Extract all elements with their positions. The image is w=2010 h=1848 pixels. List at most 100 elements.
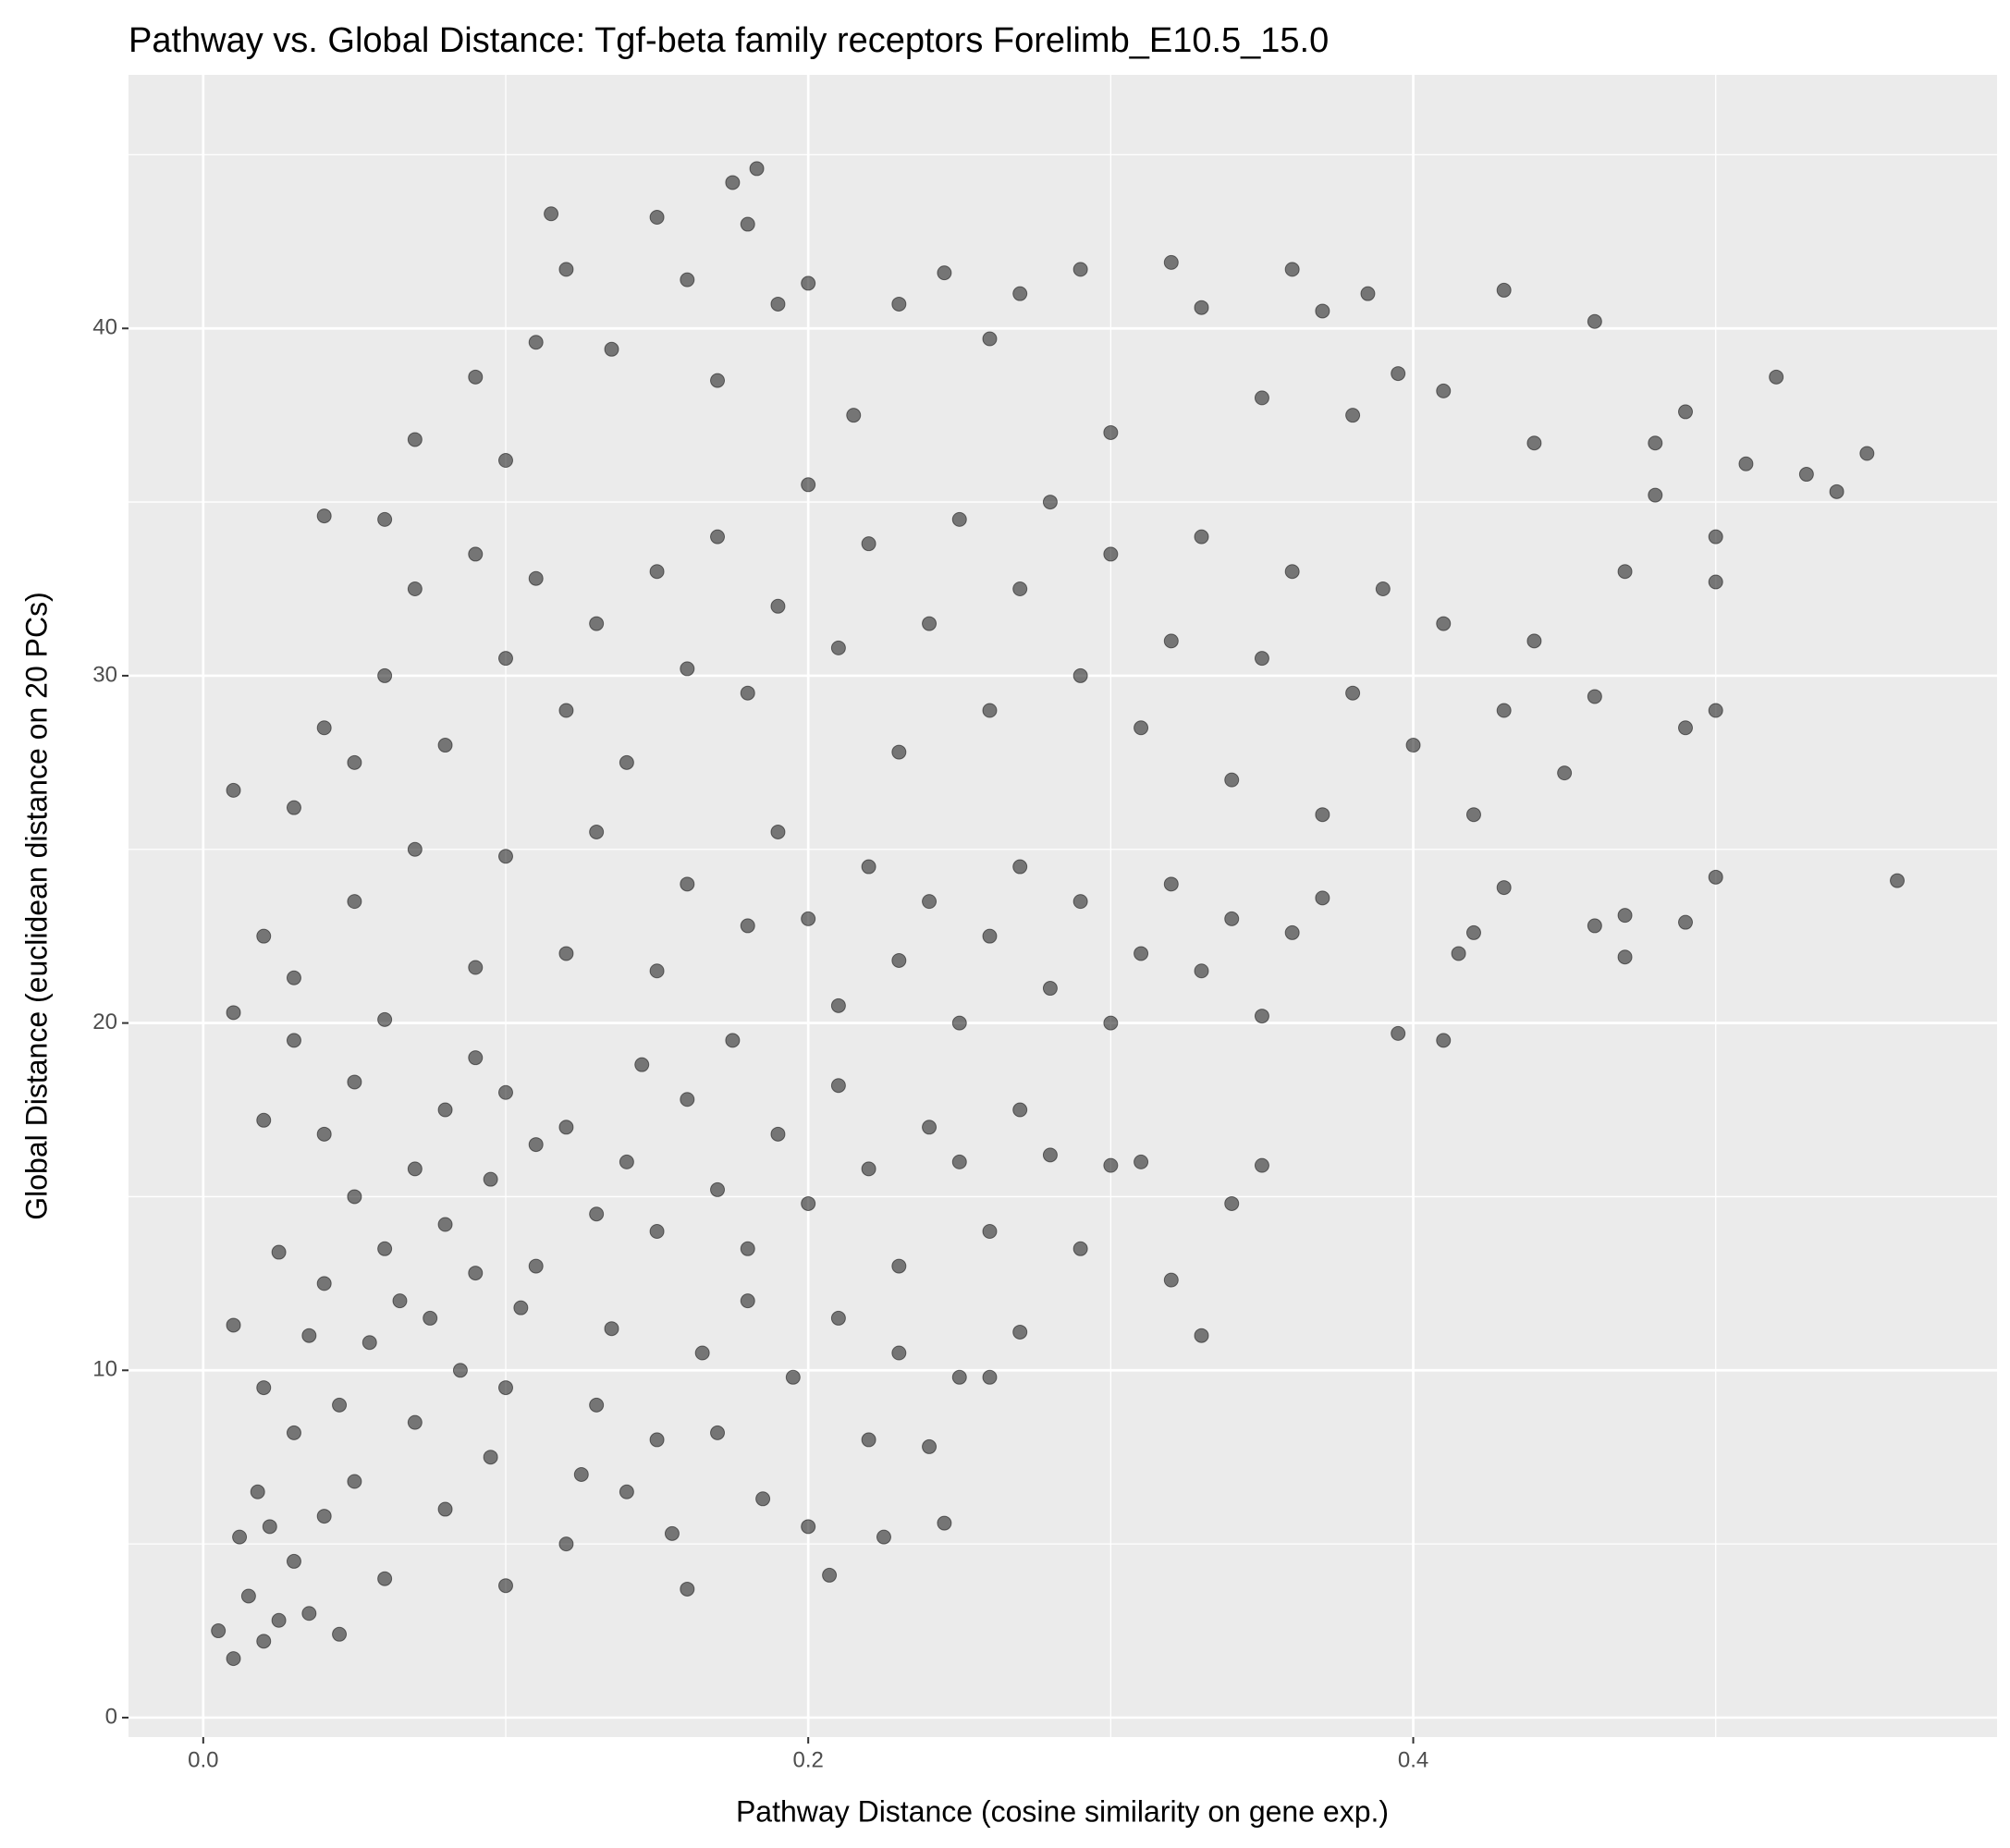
x-tick-label: 0.4	[1398, 1747, 1428, 1772]
point	[846, 408, 862, 423]
point	[1360, 286, 1376, 301]
point	[1103, 424, 1119, 440]
point	[1587, 918, 1602, 934]
point	[649, 564, 665, 580]
point	[1391, 1025, 1406, 1041]
point	[725, 1033, 741, 1048]
point	[1708, 869, 1723, 885]
point	[770, 296, 786, 312]
point	[468, 369, 484, 385]
point	[982, 928, 998, 944]
point	[982, 331, 998, 347]
point	[1587, 689, 1602, 704]
x-tick-label: 0.2	[792, 1747, 823, 1772]
point	[822, 1567, 838, 1583]
point	[649, 1224, 665, 1240]
point	[286, 970, 301, 985]
point	[740, 1241, 755, 1256]
point	[1678, 720, 1694, 736]
point	[1103, 546, 1119, 562]
point	[468, 960, 484, 975]
point	[316, 720, 332, 736]
point	[468, 1266, 484, 1281]
point	[649, 210, 665, 226]
point	[982, 703, 998, 718]
point	[558, 703, 574, 718]
point	[680, 1092, 695, 1108]
point	[423, 1310, 438, 1326]
point	[528, 335, 544, 350]
point	[589, 616, 605, 631]
point	[922, 1120, 938, 1135]
point	[1194, 963, 1209, 979]
point	[1345, 408, 1361, 423]
point	[1134, 1154, 1149, 1169]
point	[362, 1335, 377, 1351]
point	[226, 1317, 241, 1333]
point	[1465, 924, 1481, 940]
point	[347, 754, 362, 770]
point	[861, 1161, 876, 1177]
plot-background	[129, 75, 1997, 1737]
point	[1496, 703, 1512, 718]
point	[604, 1321, 619, 1337]
point	[437, 1501, 453, 1517]
point	[1678, 914, 1694, 930]
point	[891, 1258, 907, 1274]
point	[1617, 908, 1633, 924]
point	[286, 1553, 301, 1569]
y-tick-label: 20	[92, 1010, 117, 1034]
point	[1194, 529, 1209, 545]
point	[1738, 456, 1754, 471]
point	[1042, 495, 1058, 510]
point	[1678, 404, 1694, 420]
point	[801, 1195, 816, 1211]
point	[437, 1217, 453, 1232]
point	[891, 296, 907, 312]
y-tick-label: 10	[92, 1357, 117, 1382]
point	[589, 1397, 605, 1413]
point	[271, 1244, 287, 1260]
point	[1436, 1033, 1452, 1048]
point	[347, 894, 362, 910]
point	[407, 432, 423, 447]
point	[407, 841, 423, 857]
point	[770, 1126, 786, 1142]
point	[619, 1484, 634, 1499]
point	[573, 1466, 589, 1482]
point	[316, 1276, 332, 1291]
point	[256, 1634, 272, 1649]
point	[1254, 651, 1269, 667]
point	[1042, 1147, 1058, 1163]
point	[528, 570, 544, 586]
point	[725, 175, 741, 190]
point	[1012, 581, 1028, 597]
point	[286, 1033, 301, 1048]
point	[1224, 911, 1240, 926]
point	[801, 911, 816, 926]
point	[740, 685, 755, 701]
point	[1072, 262, 1088, 277]
point	[1648, 487, 1663, 503]
point	[1708, 703, 1723, 718]
point	[497, 849, 513, 864]
point	[301, 1606, 317, 1622]
point	[437, 738, 453, 753]
point	[1284, 262, 1300, 277]
point	[377, 511, 393, 527]
point	[680, 272, 695, 288]
point	[1163, 1272, 1179, 1288]
y-tick-label: 0	[105, 1704, 117, 1729]
point	[483, 1171, 498, 1187]
point	[407, 1414, 423, 1430]
point	[740, 1293, 755, 1309]
point	[982, 1369, 998, 1385]
point	[634, 1057, 650, 1072]
point	[1405, 738, 1421, 753]
point	[377, 1571, 393, 1586]
point	[497, 1380, 513, 1396]
point	[1072, 667, 1088, 683]
point	[407, 1161, 423, 1177]
